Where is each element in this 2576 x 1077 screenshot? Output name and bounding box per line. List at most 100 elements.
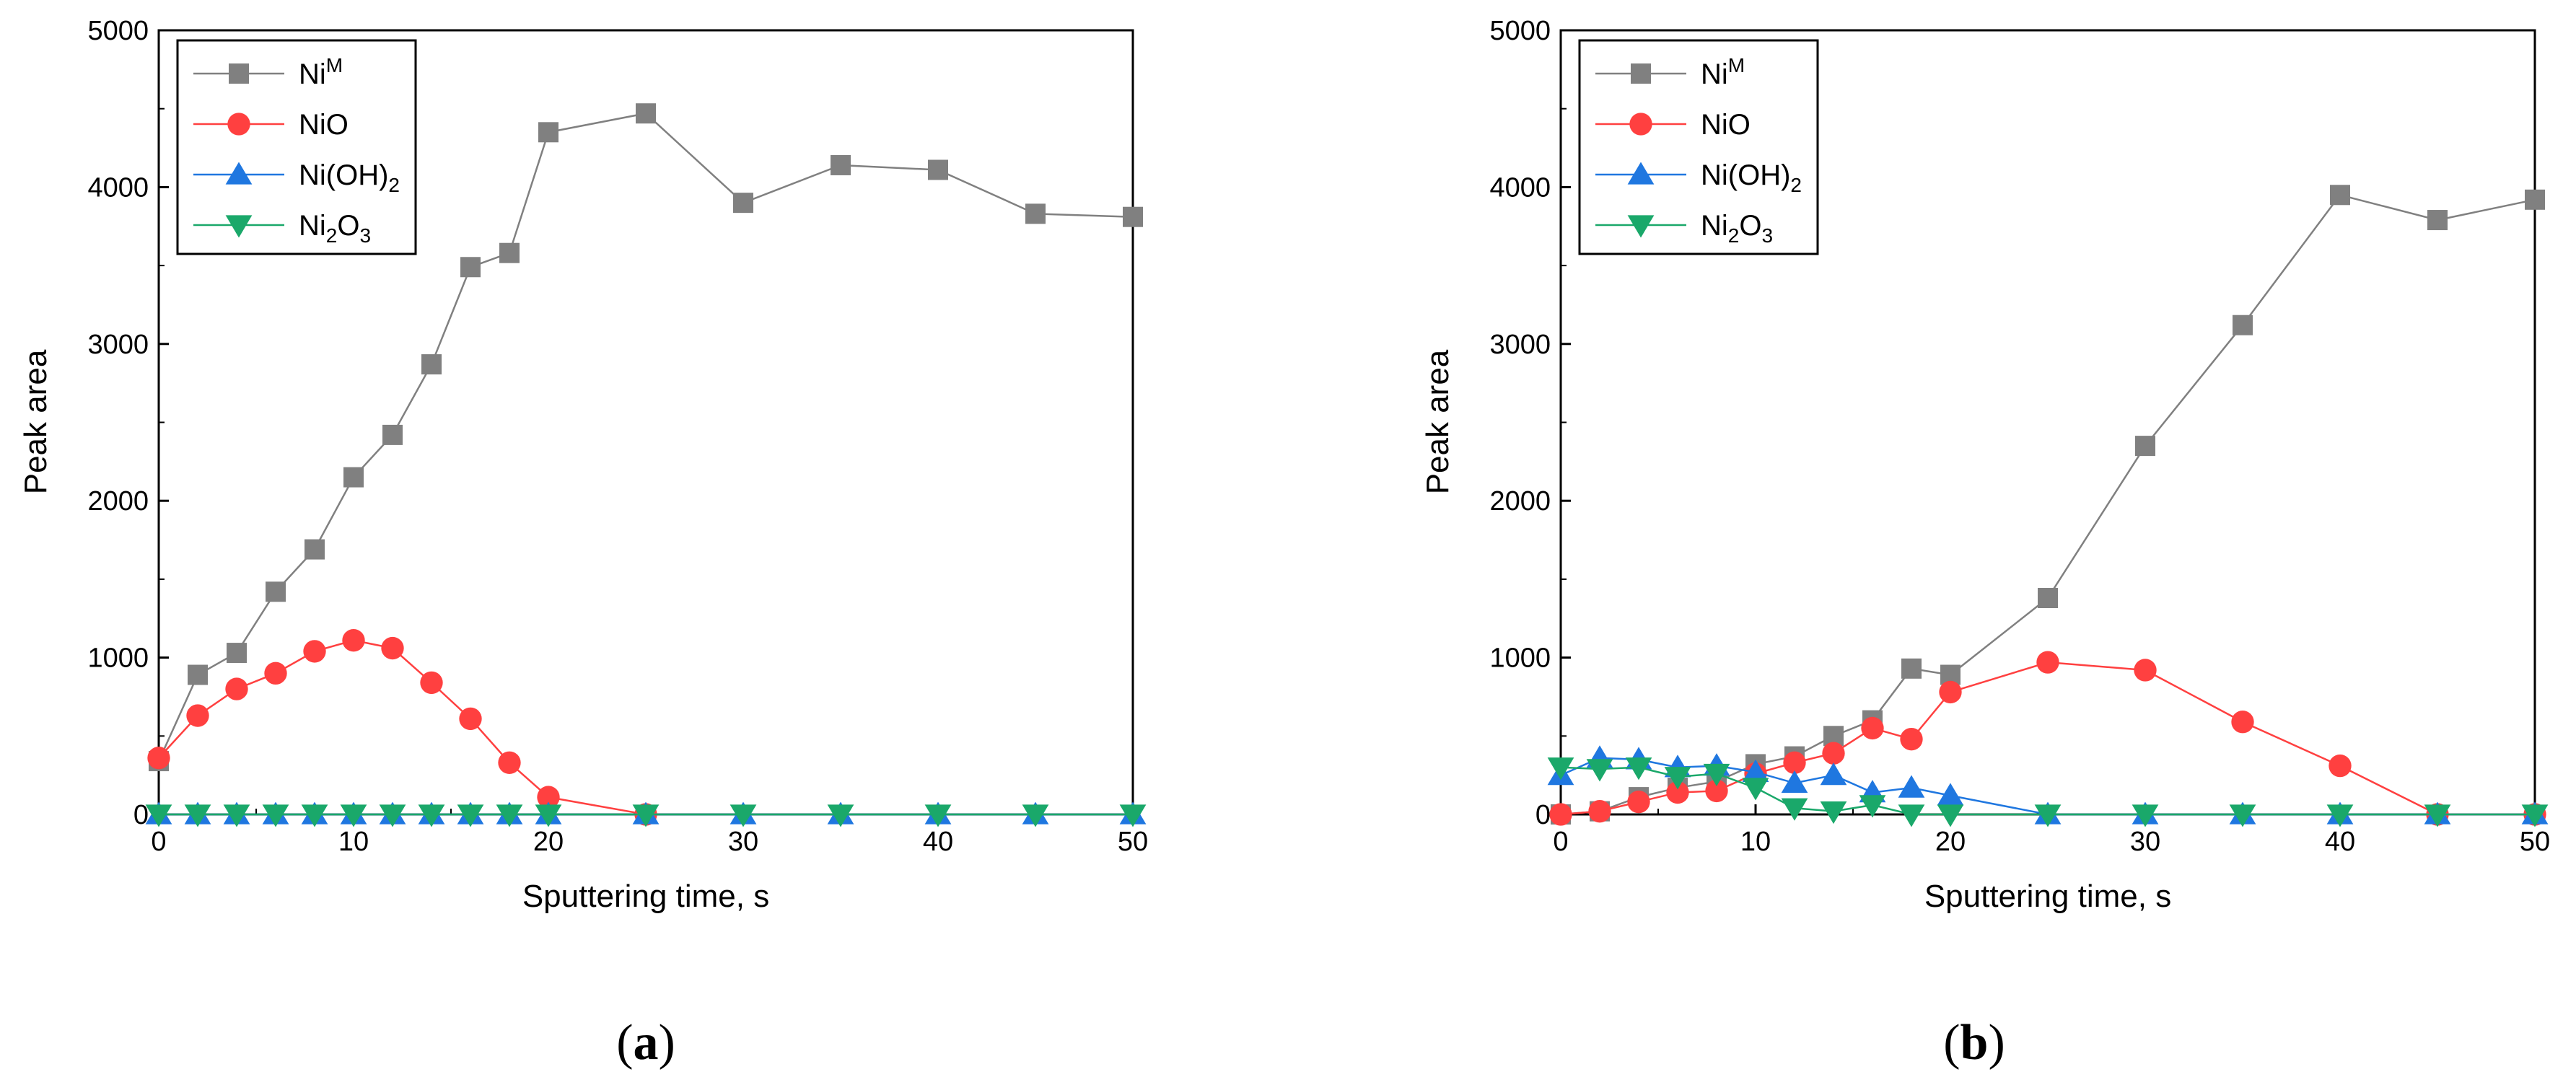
data-point — [1586, 759, 1613, 782]
data-point — [381, 636, 404, 660]
data-point — [496, 804, 523, 827]
legend-marker — [1629, 113, 1652, 136]
data-point — [2329, 754, 2352, 778]
x-axis-label-b: Sputtering time, s — [1924, 879, 2171, 914]
series-layer-b — [1547, 185, 2549, 827]
legend-label: Ni2O3 — [299, 210, 371, 247]
data-point — [1742, 778, 1769, 801]
y-tick-label: 2000 — [87, 486, 149, 516]
legend-label: Ni(OH)2 — [299, 159, 400, 196]
data-point — [342, 629, 365, 652]
data-point — [636, 103, 656, 124]
data-point — [1822, 742, 1845, 765]
x-tick-label: 0 — [151, 827, 166, 857]
data-point — [928, 159, 948, 180]
data-point — [2036, 651, 2059, 674]
legend-a: NiM NiO Ni(OH)2 Ni2O3 — [176, 39, 417, 255]
data-point — [1025, 203, 1046, 224]
x-tick-label: 20 — [1935, 827, 1966, 857]
series-ni2o3 — [1547, 757, 2549, 827]
data-point — [733, 193, 753, 214]
data-point — [264, 661, 287, 685]
data-point — [1123, 206, 1143, 227]
data-point — [1547, 757, 1574, 781]
y-tick-label: 2000 — [1489, 486, 1551, 516]
data-point — [535, 804, 562, 827]
data-point — [2330, 185, 2350, 206]
panel-caption-letter-a: a — [634, 1015, 659, 1071]
y-tick-label: 1000 — [87, 643, 149, 674]
data-point — [1588, 799, 1611, 823]
chart-panel-b: 0 10 20 30 40 50 0 1000 2000 3000 4000 5000 Sputter… — [1420, 16, 2550, 1071]
x-tick-label: 20 — [533, 827, 564, 857]
data-point — [2231, 711, 2254, 734]
data-point — [1937, 804, 1964, 827]
legend-label: Ni2O3 — [1701, 210, 1773, 247]
data-point — [1939, 680, 1962, 704]
legend-marker — [1631, 63, 1651, 84]
x-tick-label: 10 — [338, 827, 369, 857]
data-point — [1022, 804, 1049, 827]
data-point — [340, 804, 367, 827]
x-tick-label: 50 — [1118, 827, 1148, 857]
legend-marker — [225, 162, 253, 185]
data-point — [2326, 804, 2354, 827]
legend-marker — [1627, 162, 1655, 185]
data-point — [147, 747, 170, 770]
data-point — [1900, 727, 1923, 751]
series-line — [158, 639, 647, 816]
x-tick-label: 50 — [2520, 827, 2550, 857]
data-point — [538, 122, 558, 143]
data-point — [537, 786, 560, 809]
series-line — [1560, 193, 2536, 816]
data-point — [1898, 804, 1925, 827]
legend-b: NiM NiO Ni(OH)2 Ni2O3 — [1578, 39, 1819, 255]
ticks-b: 0 10 20 30 40 50 0 1000 2000 3000 4000 5000 — [1489, 16, 2550, 857]
legend-box-b — [1578, 39, 1819, 255]
data-point — [343, 467, 364, 488]
y-axis-label-b: Peak area — [1420, 349, 1455, 494]
series-ni-m — [1551, 185, 2545, 825]
data-point — [924, 804, 952, 827]
data-point — [1742, 759, 1769, 782]
data-point — [632, 804, 660, 827]
y-tick-label: 4000 — [87, 172, 149, 203]
data-point — [2233, 315, 2253, 335]
y-axis-label-a: Peak area — [18, 349, 53, 494]
data-point — [2132, 804, 2159, 827]
data-point — [379, 804, 406, 827]
data-point — [2229, 804, 2256, 827]
data-point — [223, 804, 250, 827]
chart-panel-a: 0 10 20 30 40 50 0 1000 2000 3000 4000 5000 Sputter… — [18, 16, 1148, 1071]
data-point — [2135, 436, 2155, 457]
data-point — [1820, 801, 1847, 825]
data-point — [1664, 767, 1691, 790]
x-tick-label: 30 — [2130, 827, 2160, 857]
data-point — [418, 804, 445, 827]
series-nio — [147, 629, 657, 826]
legend-marker — [1627, 215, 1655, 238]
series-nio — [1549, 651, 2546, 826]
y-tick-label: 5000 — [1489, 16, 1551, 46]
data-point — [1705, 779, 1728, 803]
data-point — [266, 581, 286, 602]
data-point — [2521, 804, 2549, 827]
data-point — [2424, 804, 2451, 827]
data-point — [499, 242, 520, 263]
y-tick-label: 3000 — [1489, 330, 1551, 360]
legend-label: NiM — [299, 54, 343, 90]
data-point — [730, 804, 757, 827]
data-point — [1859, 795, 1886, 818]
series-ni2o3 — [145, 804, 1147, 827]
data-point — [827, 804, 854, 827]
data-point — [1549, 803, 1572, 826]
legend-marker — [227, 113, 250, 136]
panel-caption-a: (a) — [616, 1015, 675, 1071]
data-point — [2038, 587, 2058, 608]
legend-label: NiO — [1701, 109, 1751, 141]
series-layer-a — [145, 103, 1147, 827]
data-point — [1783, 751, 1806, 774]
data-point — [498, 751, 521, 774]
x-tick-label: 40 — [923, 827, 953, 857]
